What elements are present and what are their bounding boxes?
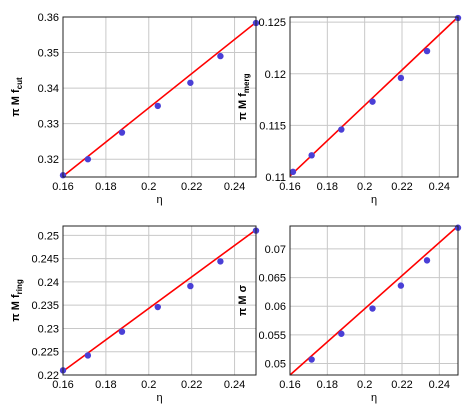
data-point [217, 52, 224, 60]
fit-line [289, 16, 459, 177]
x-tick-label: 0.24 [429, 181, 450, 193]
y-tick-label: 0.23 [38, 323, 59, 335]
y-tick-label: 0.065 [258, 273, 286, 285]
data-point [308, 152, 315, 159]
x-axis-label: η [371, 194, 377, 206]
data-point [118, 129, 126, 136]
chart-panel-1: 0.16 0.18 0.2 0.22 0.24 0.32 0.33 0.34 0.35 0.36 η… [10, 12, 260, 206]
y-tick-label: 0.36 [38, 12, 59, 24]
chart-panel-2: 0.16 0.18 0.2 0.22 0.24 0.11 0.115 0.12 0.125 η π … [237, 14, 462, 206]
y-tick-label: 0.33 [38, 119, 59, 131]
data-point [338, 330, 345, 337]
y-tick-label: 0.06 [265, 301, 286, 313]
data-point [154, 102, 161, 110]
data-point [397, 74, 405, 82]
x-tick-label: 0.16 [279, 379, 300, 391]
x-tick-label: 0.2 [141, 181, 156, 193]
x-tick-label: 0.18 [95, 181, 116, 193]
plot-frame [289, 16, 459, 178]
x-tick-label: 0.24 [224, 181, 245, 193]
x-axis-label: η [156, 392, 162, 404]
y-axis-label-main: π M f [10, 89, 22, 117]
x-tick-label: 0.22 [181, 181, 202, 193]
plot-frame [62, 16, 257, 178]
x-tick-label: 0.2 [357, 181, 372, 193]
x-tick-label: 0.18 [95, 379, 116, 391]
y-tick-label: 0.115 [259, 120, 286, 132]
y-axis-label-main: π M f [237, 93, 249, 121]
y-tick-label: 0.07 [265, 244, 286, 256]
fit-line [289, 225, 459, 376]
data-point [118, 328, 126, 335]
data-point [84, 156, 92, 163]
y-tick-label: 0.225 [31, 347, 59, 359]
x-tick-label: 0.22 [391, 379, 412, 391]
y-axis-label: π M fmerg [237, 73, 251, 120]
y-axis-label-subscript: merg [242, 73, 251, 93]
x-tick-label: 0.16 [52, 181, 73, 193]
y-tick-label: 0.34 [38, 83, 59, 95]
x-axis-label: η [371, 392, 377, 404]
plot-frame [62, 225, 257, 376]
x-tick-label: 0.18 [317, 181, 338, 193]
y-tick-label: 0.125 [258, 17, 286, 29]
data-point [154, 303, 161, 311]
plot-frame [289, 225, 459, 376]
y-tick-label: 0.05 [265, 359, 286, 371]
data-point [289, 168, 297, 176]
y-tick-label: 0.35 [38, 48, 59, 60]
x-tick-label: 0.16 [279, 181, 300, 193]
data-point [423, 257, 431, 264]
x-tick-label: 0.24 [429, 379, 450, 391]
x-tick-label: 0.22 [391, 181, 412, 193]
chart-panel-4: 0.16 0.18 0.2 0.22 0.24 0.05 0.055 0.06 0.065 0.0… [237, 224, 462, 404]
fit-line [62, 229, 257, 372]
y-axis-label-main: π M f [10, 294, 22, 322]
x-axis-label: η [156, 194, 162, 206]
x-tick-label: 0.18 [317, 379, 338, 391]
chart-panel-3: 0.16 0.18 0.2 0.22 0.24 0.22 0.225 0.23 0.235 0.2… [10, 225, 260, 404]
y-tick-label: 0.245 [31, 254, 59, 266]
x-tick-label: 0.2 [357, 379, 372, 391]
x-tick-label: 0.24 [224, 379, 245, 391]
data-point [308, 356, 315, 363]
y-tick-label: 0.25 [38, 230, 59, 242]
x-tick-label: 0.2 [141, 379, 156, 391]
y-tick-label: 0.22 [38, 370, 59, 382]
data-point [187, 79, 194, 86]
y-axis-label: π M fring [10, 279, 24, 322]
y-tick-label: 0.32 [38, 154, 59, 166]
data-point [369, 305, 376, 312]
fit-line [62, 21, 257, 177]
data-point [423, 47, 431, 55]
data-point [397, 282, 405, 289]
data-point [338, 126, 345, 133]
data-point [187, 282, 194, 290]
x-tick-label: 0.22 [181, 379, 202, 391]
y-tick-label: 0.12 [265, 69, 286, 81]
y-tick-label: 0.11 [265, 172, 286, 184]
y-axis-label-subscript: cut [15, 77, 24, 89]
data-point [369, 98, 376, 105]
x-tick-label: 0.16 [52, 379, 73, 391]
y-axis-label-subscript: ring [15, 279, 24, 294]
y-axis-label: π M σ [237, 284, 249, 316]
data-point [217, 258, 224, 265]
y-axis-label-main: π M σ [237, 284, 249, 316]
y-tick-label: 0.235 [31, 300, 59, 312]
y-tick-label: 0.055 [258, 330, 286, 342]
data-point [84, 352, 92, 359]
y-axis-label: π M fcut [10, 77, 24, 117]
y-tick-label: 0.24 [38, 277, 59, 289]
